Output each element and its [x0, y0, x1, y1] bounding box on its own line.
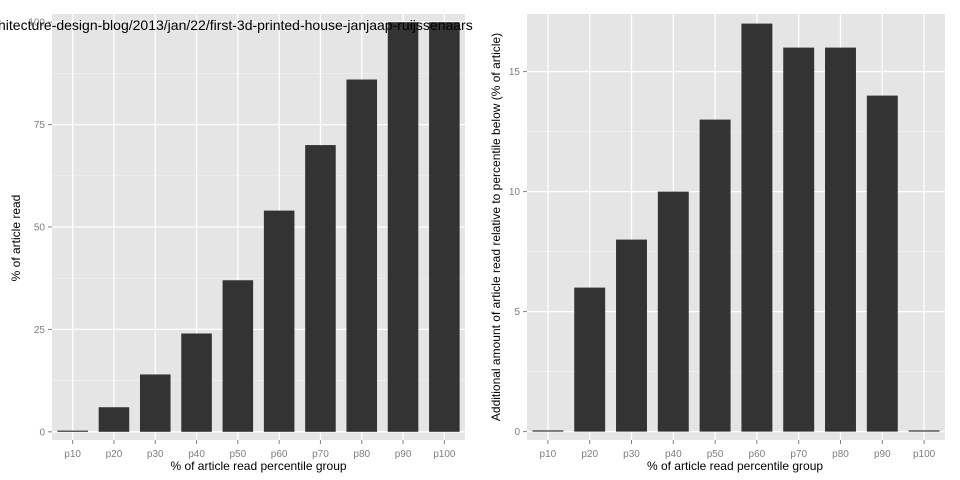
- bar-p40: [181, 333, 212, 432]
- bar-p10: [57, 430, 88, 432]
- x-tick-label-p10: p10: [64, 449, 81, 460]
- x-tick-label-p90: p90: [395, 449, 412, 460]
- x-tick-label-p20: p20: [106, 449, 123, 460]
- x-tick-label-p50: p50: [707, 449, 724, 460]
- x-tick-label-p80: p80: [832, 449, 849, 460]
- right-bars: [532, 23, 940, 432]
- x-tick-label-p40: p40: [188, 449, 205, 460]
- bar-p30: [616, 239, 647, 432]
- x-tick-label-p50: p50: [230, 449, 247, 460]
- x-tick-label-p30: p30: [147, 449, 164, 460]
- x-tick-label-p100: p100: [433, 449, 456, 460]
- bar-p90: [387, 22, 419, 432]
- x-tick-label-p60: p60: [749, 449, 766, 460]
- right-y-axis-title: Additional amount of article read relati…: [489, 33, 503, 421]
- bar-p20: [574, 287, 606, 432]
- x-tick-label-p100: p100: [913, 449, 936, 460]
- bar-p100: [908, 430, 940, 432]
- right-x-tick-labels: p10 p20 p30 p40 p50 p60 p70 p80 p90 p100: [540, 440, 936, 460]
- bar-p50: [222, 280, 254, 432]
- left-x-tick-labels: p10 p20 p30 p40 p50 p60 p70 p80 p90 p100: [64, 440, 456, 460]
- chart-right: 0 5 10 15 p10 p20 p30 p40 p50 p60 p70 p80 p90 p100 %…: [489, 14, 945, 473]
- x-tick-label-p20: p20: [581, 449, 598, 460]
- right-y-tick-labels: 0 5 10 15: [509, 67, 527, 438]
- left-x-axis-title: % of article read percentile group: [170, 459, 346, 473]
- x-tick-label-p90: p90: [874, 449, 891, 460]
- bar-p70: [783, 47, 815, 432]
- y-tick-label: 25: [34, 325, 46, 336]
- x-tick-label-p80: p80: [353, 449, 370, 460]
- bar-p30: [139, 374, 171, 432]
- y-tick-label: 0: [514, 427, 520, 438]
- x-tick-label-p70: p70: [790, 449, 807, 460]
- x-tick-label-p70: p70: [312, 449, 329, 460]
- bar-p60: [741, 23, 773, 432]
- bar-p70: [305, 145, 336, 432]
- y-tick-label: 75: [34, 120, 46, 131]
- bar-p50: [699, 119, 731, 432]
- x-tick-label-p30: p30: [623, 449, 640, 460]
- bar-p20: [98, 407, 130, 432]
- x-tick-label-p10: p10: [540, 449, 557, 460]
- left-y-axis-title: % of article read: [9, 195, 23, 282]
- left-y-tick-labels: 0 25 50 75 100: [28, 18, 52, 438]
- y-tick-label: 0: [39, 427, 45, 438]
- bar-p80: [346, 79, 378, 432]
- bar-p10: [532, 430, 564, 432]
- y-tick-label: 10: [509, 187, 521, 198]
- left-bars: [57, 22, 460, 432]
- y-tick-label: 15: [509, 67, 521, 78]
- bar-p40: [657, 191, 689, 432]
- y-tick-label: 100: [28, 18, 45, 29]
- bar-p80: [825, 47, 856, 432]
- left-chart-title: hitecture-design-blog/2013/jan/22/first-…: [0, 17, 473, 33]
- y-tick-label: 50: [34, 223, 46, 234]
- bar-p90: [866, 95, 898, 432]
- bar-p60: [263, 210, 295, 432]
- bar-p100: [429, 22, 460, 432]
- x-tick-label-p60: p60: [271, 449, 288, 460]
- x-tick-label-p40: p40: [665, 449, 682, 460]
- y-tick-label: 5: [514, 307, 520, 318]
- right-x-axis-title: % of article read percentile group: [647, 459, 823, 473]
